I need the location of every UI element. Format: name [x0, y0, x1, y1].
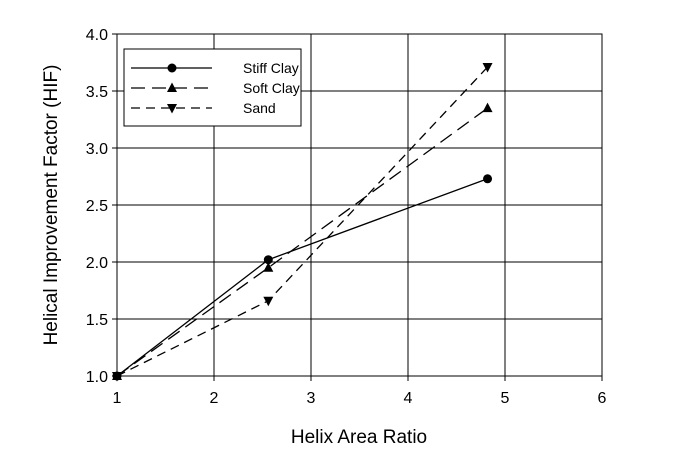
y-tick-label: 1.0	[86, 369, 108, 386]
legend-entry-stiff-clay: Stiff Clay	[131, 60, 299, 76]
legend: Stiff Clay Soft Clay Sand	[123, 48, 302, 127]
data-point-sand	[482, 63, 493, 73]
series-line-stiff-clay	[116, 178, 488, 377]
y-tick-label: 3.5	[86, 84, 108, 101]
y-tick-label: 2.0	[86, 255, 108, 272]
legend-marker-soft-clay	[167, 82, 177, 92]
data-point-sand	[263, 296, 274, 307]
x-tick-label: 5	[501, 390, 510, 407]
legend-marker-sand	[167, 104, 177, 114]
y-tick-label: 4.0	[86, 27, 108, 44]
series-line-soft-clay	[116, 107, 488, 377]
y-tick-label: 1.5	[86, 312, 108, 329]
x-tick-label: 3	[307, 390, 316, 407]
series-soft-clay	[112, 102, 493, 380]
legend-label-stiff-clay: Stiff Clay	[243, 60, 299, 76]
data-point-stiff-clay	[483, 174, 493, 184]
x-tick-label: 2	[210, 390, 219, 407]
series-group	[112, 63, 493, 382]
y-tick-label: 2.5	[86, 198, 108, 215]
axis-ticks: 1 2 3 4 5 6 1.0 1.5 2.0 2.5 3.0 3.5 4.0	[86, 27, 607, 407]
grid	[117, 34, 602, 376]
legend-entry-soft-clay: Soft Clay	[131, 80, 300, 96]
x-tick-label: 1	[113, 390, 122, 407]
legend-marker-stiff-clay	[167, 63, 177, 73]
x-tick-label: 6	[598, 390, 607, 407]
data-point-stiff-clay	[263, 255, 273, 265]
series-sand	[112, 63, 493, 382]
y-tick-label: 3.0	[86, 141, 108, 158]
data-point-sand	[112, 372, 122, 382]
legend-entry-sand: Sand	[131, 100, 276, 116]
x-axis-title: Helix Area Ratio	[291, 427, 427, 448]
legend-label-soft-clay: Soft Clay	[243, 80, 300, 96]
data-point-soft-clay	[263, 262, 274, 272]
legend-entries: Stiff Clay Soft Clay Sand	[131, 60, 300, 116]
data-point-soft-clay	[482, 102, 493, 113]
x-tick-label: 4	[404, 390, 413, 407]
legend-label-sand: Sand	[243, 100, 276, 116]
y-axis-title: Helical Improvement Factor (HIF)	[41, 65, 62, 346]
